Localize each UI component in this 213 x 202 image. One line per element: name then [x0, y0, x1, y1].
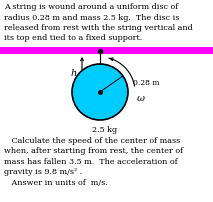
Text: mass has fallen 3.5 m.  The acceleration of: mass has fallen 3.5 m. The acceleration … [4, 157, 178, 165]
Text: 0.28 m: 0.28 m [133, 79, 160, 87]
Circle shape [72, 65, 128, 120]
Text: Answer in units of  m/s.: Answer in units of m/s. [4, 178, 108, 186]
Text: 2.5 kg: 2.5 kg [92, 125, 118, 133]
Bar [0, 48, 213, 55]
Text: radius 0.28 m and mass 2.5 kg.  The disc is: radius 0.28 m and mass 2.5 kg. The disc … [4, 14, 179, 21]
Text: h: h [71, 69, 77, 78]
Text: A string is wound around a uniform disc of: A string is wound around a uniform disc … [4, 3, 178, 11]
Text: gravity is 9.8 m/s² .: gravity is 9.8 m/s² . [4, 168, 82, 176]
Text: its top end tied to a fixed support.: its top end tied to a fixed support. [4, 34, 142, 42]
Text: ω: ω [137, 93, 145, 102]
Text: when, after starting from rest, the center of: when, after starting from rest, the cent… [4, 147, 183, 155]
Text: released from rest with the string vertical and: released from rest with the string verti… [4, 24, 193, 32]
Text: Calculate the speed of the center of mass: Calculate the speed of the center of mas… [4, 136, 180, 144]
